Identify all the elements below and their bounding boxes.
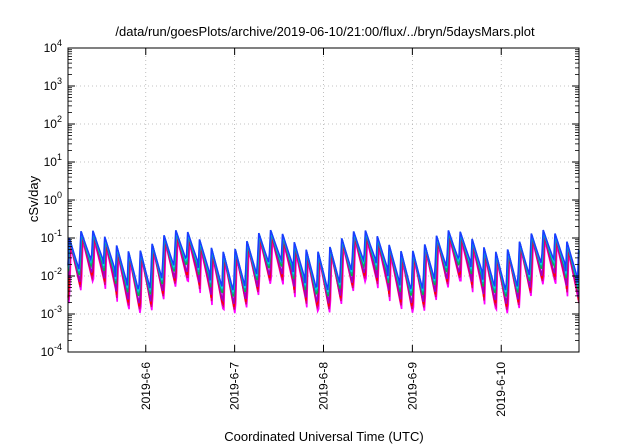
- x-tick-label: 2019-6-10: [494, 362, 508, 417]
- y-tick-label: 104: [44, 38, 62, 55]
- y-tick-label: 103: [44, 76, 62, 93]
- x-tick-label: 2019-6-9: [405, 362, 419, 410]
- y-tick-label: 102: [44, 114, 62, 131]
- y-axis-label: cSv/day: [26, 175, 41, 222]
- tick-labels: 10-4 10-3 10-2 10-1 100 101 102 103 104 2019-6-6 2…: [41, 38, 509, 417]
- plot-frame: [67, 47, 580, 353]
- grid-lines: [68, 48, 579, 352]
- x-axis-label: Coordinated Universal Time (UTC): [224, 429, 423, 444]
- y-tick-label: 10-1: [41, 228, 62, 245]
- axes: [67, 47, 580, 353]
- data-series-line: [67, 229, 580, 291]
- x-tick-label: 2019-6-6: [139, 362, 153, 410]
- chart-title: /data/run/goesPlots/archive/2019-06-10/2…: [115, 24, 535, 39]
- data-series-group: [67, 229, 580, 314]
- y-tick-label: 10-4: [41, 342, 62, 359]
- y-tick-label: 101: [44, 152, 62, 169]
- x-tick-label: 2019-6-8: [317, 362, 331, 410]
- x-tick-label: 2019-6-7: [228, 362, 242, 410]
- y-tick-label: 10-3: [41, 304, 62, 321]
- y-tick-label: 10-2: [41, 266, 62, 283]
- y-tick-label: 100: [44, 190, 62, 207]
